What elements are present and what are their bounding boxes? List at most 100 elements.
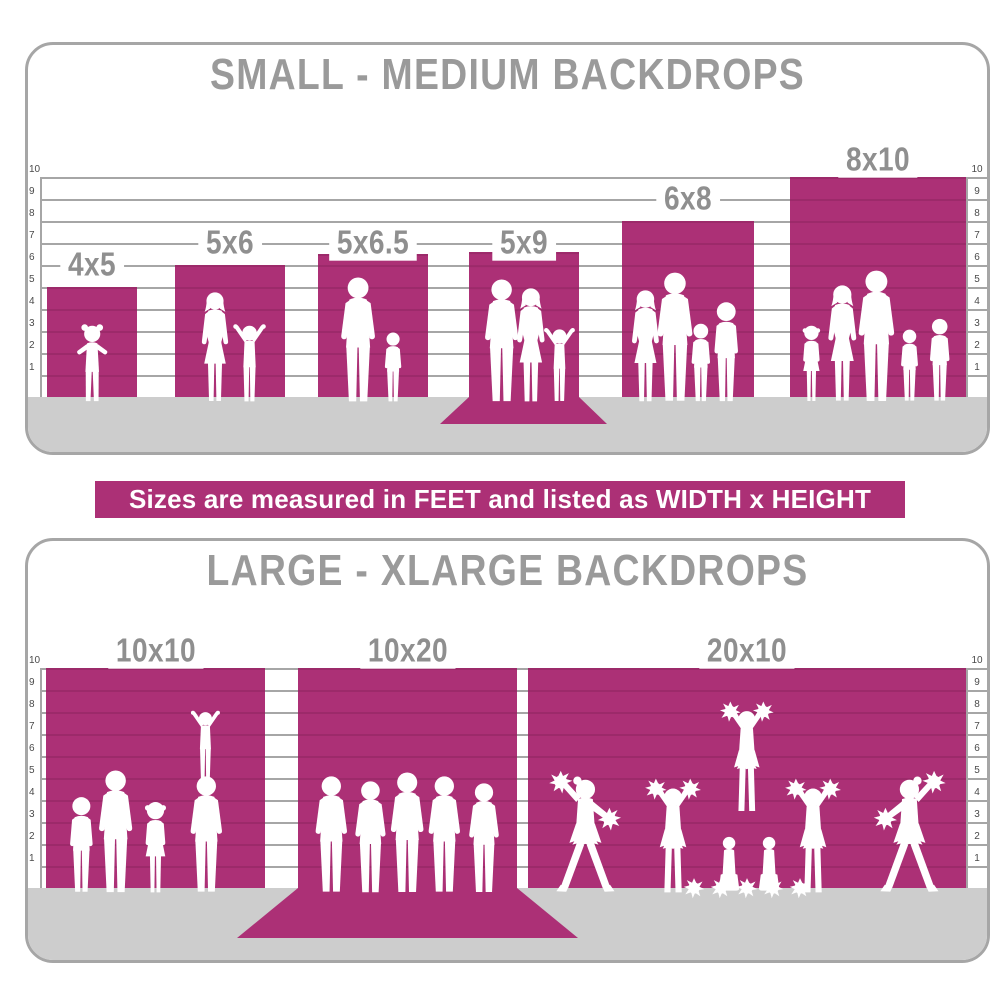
- ruler-tick-left-2: 2: [29, 831, 35, 842]
- ruler-tick-right-10: 10: [971, 655, 983, 666]
- backdrop-floor-sweep-10x20: [237, 888, 578, 938]
- ruler-tick-left-8: 8: [29, 699, 35, 710]
- pom-pom-icon: [736, 878, 758, 899]
- bar-size-label: 20x10: [699, 633, 795, 669]
- gridline-10ft: [40, 177, 987, 179]
- backdrop-floor-sweep-5x9: [440, 397, 607, 424]
- silhouette-man-icon: [99, 770, 133, 892]
- bar-size-label: 6x8: [656, 181, 720, 217]
- bar-label-wrap-20x10: 20x10: [691, 633, 803, 669]
- ruler-tick-right-1: 1: [974, 362, 980, 373]
- ruler-tick-right-10: 10: [971, 164, 983, 175]
- gridline-8ft: [40, 221, 987, 223]
- pom-pom-icon: [763, 878, 784, 899]
- ruler-tick-right-7: 7: [974, 230, 980, 241]
- ruler-tick-left-10: 10: [29, 655, 41, 666]
- ruler-spine-right: [966, 177, 968, 397]
- ruler-tick-right-4: 4: [974, 296, 980, 307]
- silhouette-girl-icon: [144, 801, 167, 892]
- ruler-tick-right-6: 6: [974, 743, 980, 754]
- ruler-tick-right-8: 8: [974, 699, 980, 710]
- silhouette-man-icon: [340, 277, 375, 401]
- bar-label-wrap-5x6: 5x6: [193, 225, 268, 261]
- silhouette-toddler-icon: [76, 324, 108, 401]
- ruler-tick-left-7: 7: [29, 230, 35, 241]
- pom-pom-icon: [710, 878, 731, 899]
- bar-label-wrap-6x8: 6x8: [651, 181, 726, 217]
- ruler-tick-left-4: 4: [29, 296, 35, 307]
- ruler-tick-right-3: 3: [974, 809, 980, 820]
- silhouette-man-icon: [469, 783, 499, 892]
- ruler-tick-left-5: 5: [29, 274, 35, 285]
- ruler-tick-left-6: 6: [29, 743, 35, 754]
- bar-size-label: 5x6.5: [329, 225, 417, 261]
- bar-size-label: 5x6: [198, 225, 262, 261]
- pom-pom-icon: [789, 878, 810, 899]
- panel-title-large-xlarge: LARGE - XLARGE BACKDROPS: [206, 546, 809, 595]
- pom-pom-icon: [684, 878, 705, 899]
- bar-label-wrap-10x10: 10x10: [99, 633, 211, 669]
- ruler-spine-left: [40, 177, 42, 397]
- silhouette-cheerleader-arms-up-icon: [641, 778, 705, 892]
- ruler-tick-left-3: 3: [29, 809, 35, 820]
- backdrop-bar-5x6: [175, 265, 285, 397]
- ruler-tick-right-8: 8: [974, 208, 980, 219]
- ruler-tick-right-5: 5: [974, 274, 980, 285]
- ruler-tick-right-9: 9: [974, 186, 980, 197]
- panel-large-xlarge-backdrops: LARGE - XLARGE BACKDROPS 10 10 9 9 8 8 7 7 6 6 5 5 4…: [25, 538, 990, 963]
- silhouette-cheerleader-icon: [870, 769, 949, 892]
- silhouette-boy-icon: [714, 302, 739, 401]
- ruler-tick-right-3: 3: [974, 318, 980, 329]
- ruler-tick-right-9: 9: [974, 677, 980, 688]
- silhouette-man-icon: [190, 776, 222, 892]
- ruler-tick-left-9: 9: [29, 677, 35, 688]
- bar-size-label: 8x10: [838, 142, 918, 178]
- gridline-9ft: [40, 199, 987, 201]
- ruler-tick-right-2: 2: [974, 831, 980, 842]
- ruler-tick-left-1: 1: [29, 853, 35, 864]
- bar-size-label: 10x20: [359, 633, 456, 669]
- ruler-tick-right-7: 7: [974, 721, 980, 732]
- silhouette-cheerleader-arms-up-icon: [781, 778, 845, 892]
- ruler-tick-right-5: 5: [974, 765, 980, 776]
- bar-size-label: 10x10: [107, 633, 204, 669]
- ruler-tick-left-1: 1: [29, 362, 35, 373]
- silhouette-man-icon: [429, 776, 461, 892]
- ruler-spine-left: [40, 668, 42, 888]
- ruler-tick-left-10: 10: [29, 164, 41, 175]
- panel-small-medium-backdrops: SMALL - MEDIUM BACKDROPS 10 10 9 9 8 8 7 7 6 6 5 5 4…: [25, 42, 990, 455]
- silhouette-child-arms-up-icon: [543, 328, 575, 401]
- silhouette-cheerleader-icon: [546, 769, 625, 892]
- silhouette-boy-icon: [384, 332, 401, 401]
- ruler-tick-right-6: 6: [974, 252, 980, 263]
- bar-size-label: 4x5: [60, 247, 124, 283]
- ruler-tick-right-4: 4: [974, 787, 980, 798]
- backdrop-bar-20x10: [528, 668, 966, 888]
- silhouette-child-arms-up-icon: [233, 323, 267, 401]
- ruler-tick-left-7: 7: [29, 721, 35, 732]
- bar-label-wrap-5x6.5: 5x6.5: [321, 225, 424, 261]
- ruler-tick-right-1: 1: [974, 853, 980, 864]
- panel-title-small-medium: SMALL - MEDIUM BACKDROPS: [209, 50, 806, 99]
- ruler-tick-left-9: 9: [29, 186, 35, 197]
- silhouette-cheerleader-arms-up-icon: [716, 701, 778, 811]
- bar-label-wrap-8x10: 8x10: [831, 142, 924, 178]
- silhouette-boy-icon: [929, 319, 950, 401]
- bar-label-wrap-4x5: 4x5: [55, 247, 130, 283]
- ruler-tick-right-2: 2: [974, 340, 980, 351]
- ruler-tick-left-8: 8: [29, 208, 35, 219]
- bar-label-wrap-5x9: 5x9: [487, 225, 562, 261]
- bar-label-wrap-10x20: 10x20: [351, 633, 463, 669]
- silhouette-boy-icon: [901, 329, 919, 401]
- ruler-tick-left-4: 4: [29, 787, 35, 798]
- bar-size-label: 5x9: [492, 225, 556, 261]
- ruler-tick-left-6: 6: [29, 252, 35, 263]
- ruler-tick-left-2: 2: [29, 340, 35, 351]
- ruler-spine-right: [966, 668, 968, 888]
- ruler-tick-left-3: 3: [29, 318, 35, 329]
- silhouette-child-arms-up-icon: [191, 710, 221, 780]
- ruler-tick-left-5: 5: [29, 765, 35, 776]
- units-banner: Sizes are measured in FEET and listed as…: [95, 481, 905, 518]
- units-banner-text: Sizes are measured in FEET and listed as…: [128, 484, 872, 514]
